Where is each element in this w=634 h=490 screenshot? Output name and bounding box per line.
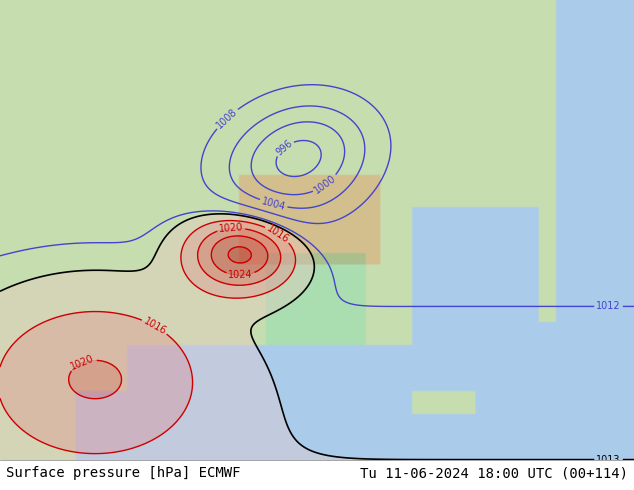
Text: 1008: 1008: [214, 106, 239, 130]
Text: 1012: 1012: [596, 301, 621, 312]
Text: 996: 996: [274, 138, 294, 157]
Text: Tu 11-06-2024 18:00 UTC (00+114): Tu 11-06-2024 18:00 UTC (00+114): [359, 466, 628, 480]
Text: 1000: 1000: [313, 173, 338, 196]
Text: 1013: 1013: [597, 455, 621, 465]
Text: Surface pressure [hPa] ECMWF: Surface pressure [hPa] ECMWF: [6, 466, 241, 480]
Text: 1020: 1020: [219, 222, 244, 234]
Text: 1020: 1020: [69, 353, 96, 372]
Text: 1024: 1024: [228, 270, 253, 280]
Text: 1016: 1016: [265, 223, 291, 245]
Text: 1016: 1016: [141, 316, 168, 337]
Text: 1004: 1004: [261, 196, 287, 212]
